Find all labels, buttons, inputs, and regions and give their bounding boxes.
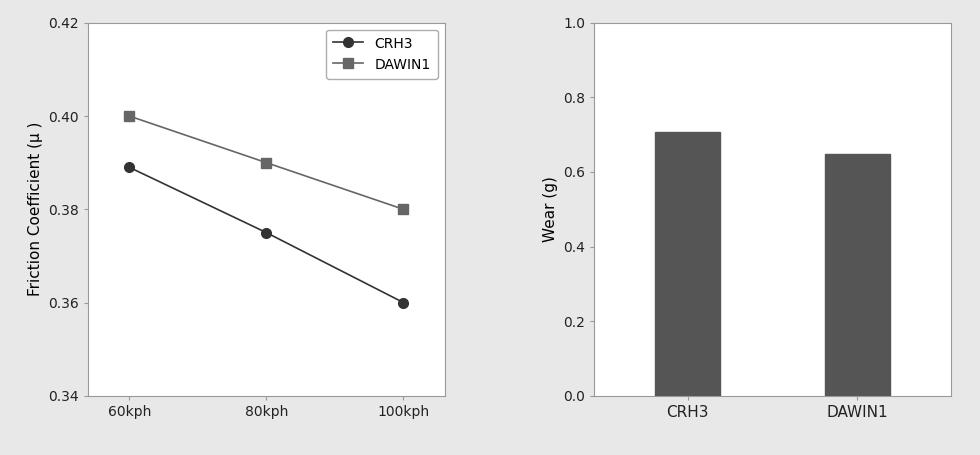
DAWIN1 <box>398 207 410 212</box>
DAWIN1 <box>123 113 135 119</box>
CRH3 <box>261 230 272 235</box>
Y-axis label: Friction Coefficient (μ ): Friction Coefficient (μ ) <box>27 122 43 297</box>
Bar <box>656 132 720 396</box>
Y-axis label: Wear (g): Wear (g) <box>543 177 558 242</box>
CRH3 <box>398 300 410 305</box>
Line: DAWIN1: DAWIN1 <box>124 111 409 214</box>
Bar <box>825 154 890 396</box>
Line: CRH3: CRH3 <box>124 162 409 308</box>
CRH3 <box>123 165 135 170</box>
Legend: CRH3, DAWIN1: CRH3, DAWIN1 <box>325 30 438 79</box>
DAWIN1 <box>261 160 272 165</box>
